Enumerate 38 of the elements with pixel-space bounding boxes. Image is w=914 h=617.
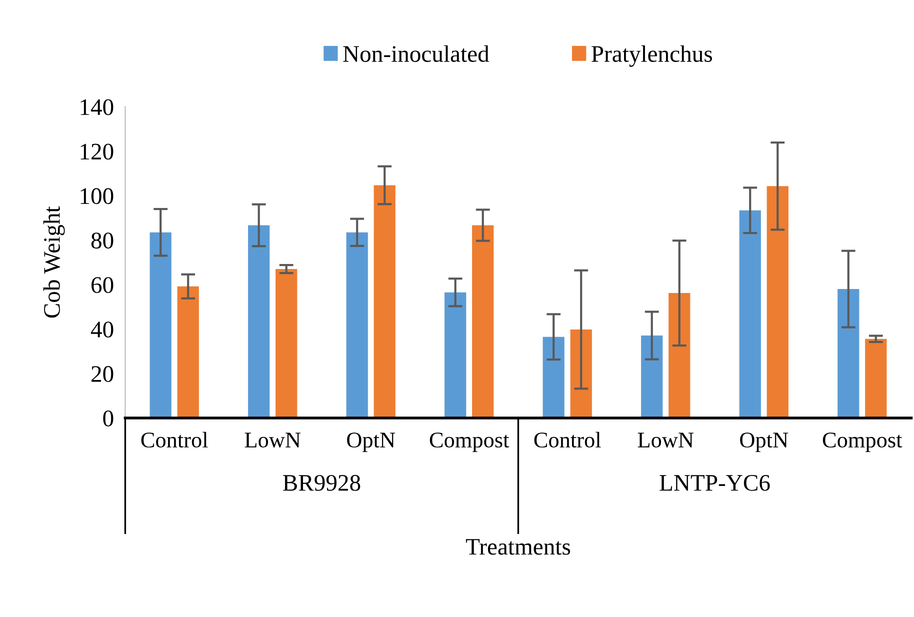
bar [472, 225, 494, 418]
y-tick-label: 140 [80, 99, 114, 116]
bar [248, 225, 270, 418]
bar [542, 336, 564, 418]
y-tick-label: 0 [103, 410, 114, 426]
x-axis-title: Treatments [466, 539, 570, 555]
bar [766, 186, 788, 418]
bar [838, 289, 860, 418]
x-tick-label: LowN [244, 432, 300, 448]
text: LNTP-YC6 [660, 474, 770, 491]
text: BR9928 [283, 474, 360, 491]
legend-label: Pratylenchus [592, 45, 712, 67]
bar [739, 210, 761, 418]
x-tick-label: OptN [740, 432, 788, 452]
x-tick-label: Control [141, 432, 208, 448]
y-tick-label: 20 [92, 366, 114, 382]
y-tick-label: 60 [92, 277, 114, 294]
bar [374, 185, 396, 418]
x-tick-label: LowN [638, 432, 694, 448]
bar [150, 232, 172, 418]
bar [641, 336, 663, 418]
bar [570, 330, 592, 418]
bar [444, 292, 466, 418]
y-tick-label: 100 [80, 188, 114, 204]
bar [346, 232, 368, 418]
bar [668, 293, 690, 418]
legend-label: Non-inoculated [343, 45, 490, 62]
x-tick-label: Compost [822, 432, 902, 452]
bar [177, 286, 199, 418]
y-tick-label: 80 [91, 232, 114, 249]
y-tick-label: 120 [80, 144, 114, 160]
y-tick-label: 40 [90, 322, 114, 338]
x-tick-label: Compost [430, 432, 510, 452]
bar [276, 269, 298, 418]
bar [865, 338, 887, 418]
x-tick-label: Control [534, 432, 601, 448]
y-axis-title: Cob Weight [43, 206, 65, 318]
x-tick-label: OptN [347, 432, 396, 452]
